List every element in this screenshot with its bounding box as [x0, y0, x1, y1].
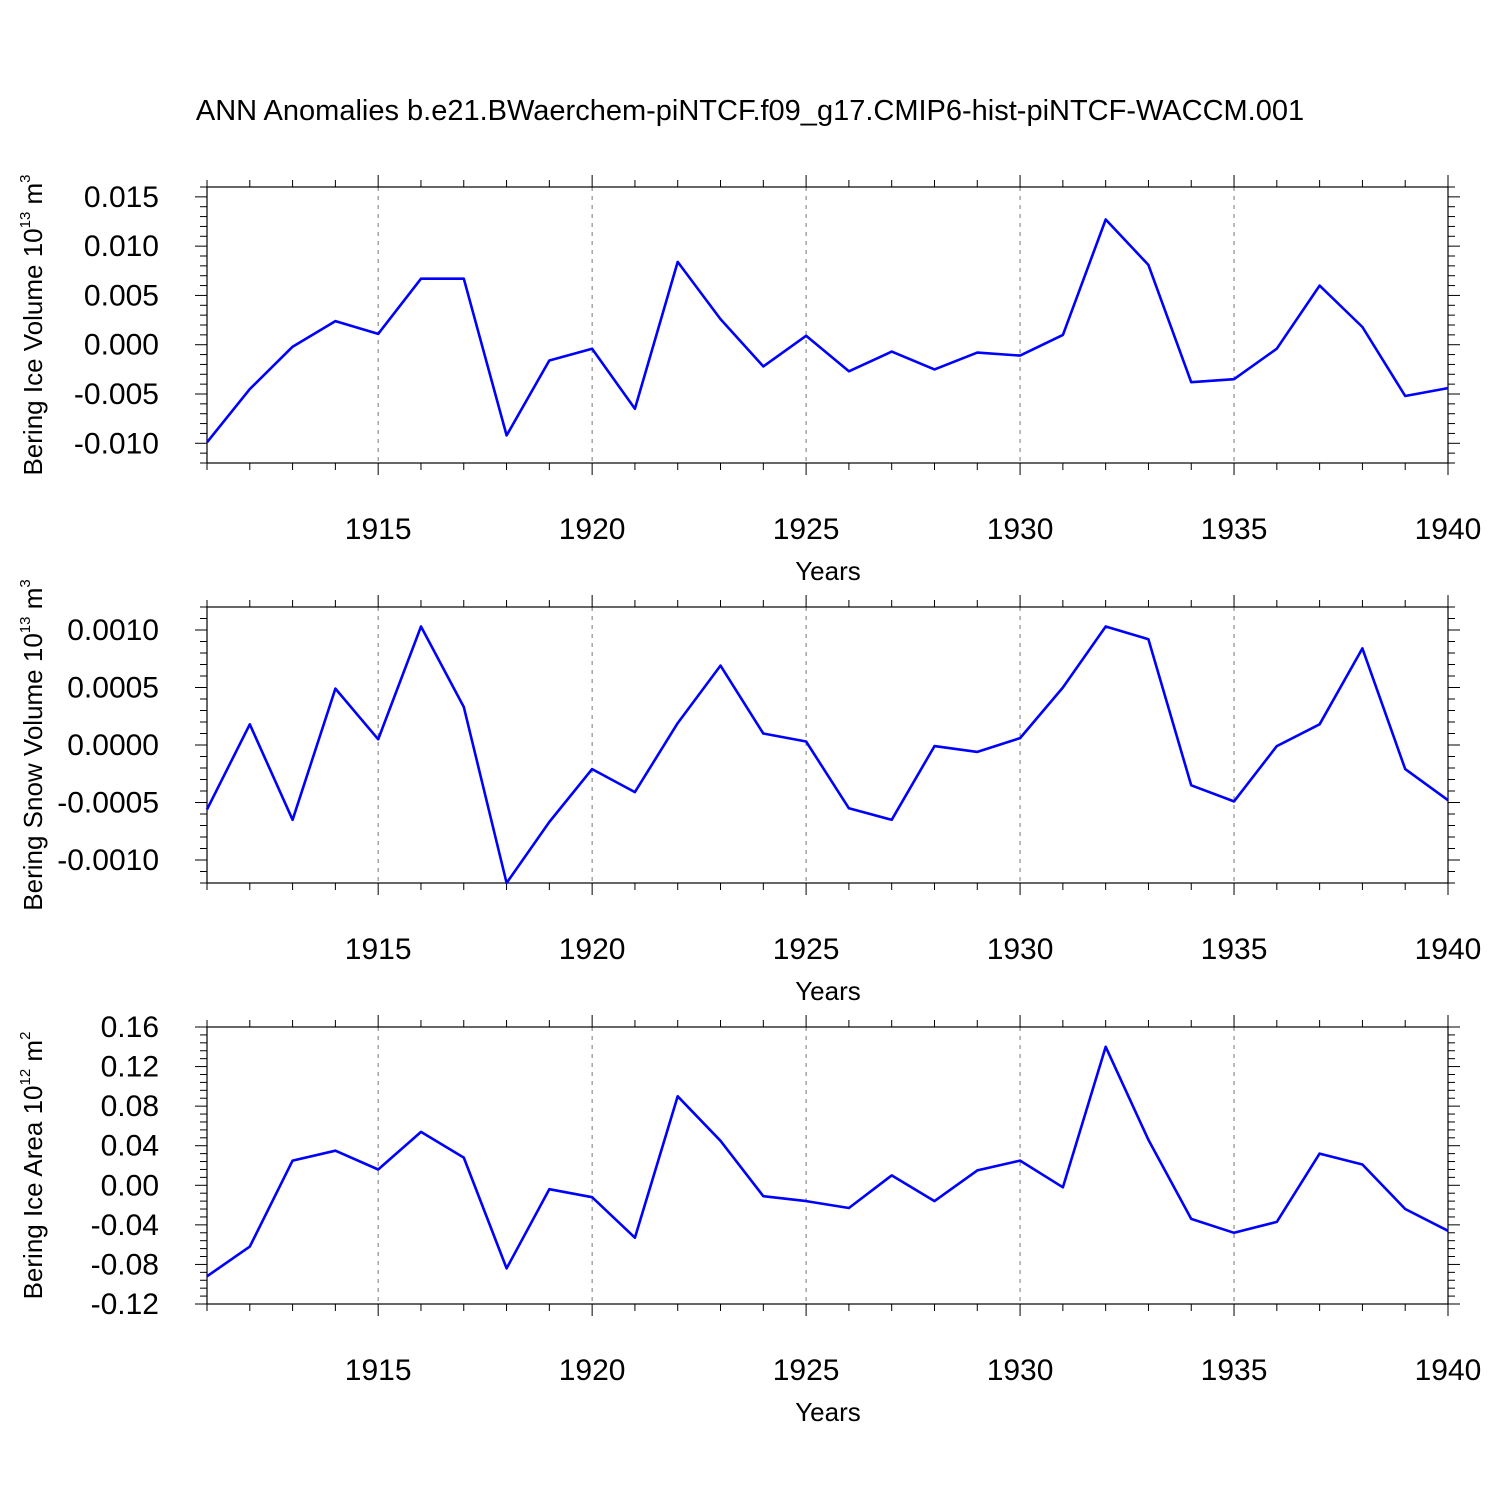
plot-frame: [206, 1026, 1449, 1305]
x-tick-label: 1930: [987, 1354, 1054, 1387]
x-tick-label: 1925: [773, 513, 840, 546]
series-line: [205, 218, 1449, 444]
y-tick-label: 0.015: [84, 181, 159, 214]
y-tick-label: -0.04: [91, 1209, 159, 1242]
x-tick-label: 1915: [345, 933, 412, 966]
x-tick-label: 1930: [987, 933, 1054, 966]
y-tick-label: 0.000: [84, 329, 159, 362]
y-tick-label: 0.08: [101, 1090, 159, 1123]
chart-panel-1: -0.010 -0.005 0.000 0.005 0.010 0.015 1915 1920…: [17, 174, 1481, 586]
x-tick-label: 1915: [345, 513, 412, 546]
x-tick-label: 1915: [345, 1354, 412, 1387]
y-tick-label: 0.005: [84, 279, 159, 312]
y-tick-label: 0.04: [101, 1130, 159, 1163]
series-line: [206, 1045, 1449, 1278]
y-axis-title: Bering Ice Area 1012 m2: [17, 1032, 48, 1300]
y-axis-title: Bering Snow Volume 1013 m3: [17, 579, 48, 910]
x-tick-label: 1925: [773, 933, 840, 966]
y-tick-label: 0.0005: [67, 672, 159, 705]
y-tick-label: 0.0000: [67, 729, 159, 762]
y-tick-label: -0.005: [74, 378, 159, 411]
figure-title: ANN Anomalies b.e21.BWaerchem-piNTCF.f09…: [195, 95, 1305, 127]
chart-panel-2: -0.0010 -0.0005 0.0000 0.0005 0.0010 1915 1920…: [17, 579, 1481, 1006]
y-tick-label: 0.010: [84, 230, 159, 263]
y-tick-label: 0.16: [101, 1011, 159, 1044]
y-tick-label: 0.12: [101, 1051, 159, 1084]
x-tick-label: 1940: [1415, 513, 1482, 546]
x-axis-title: Years: [795, 976, 861, 1006]
x-tick-label: 1930: [987, 513, 1054, 546]
x-axis-title: Years: [795, 556, 861, 586]
series-line: [205, 625, 1449, 885]
y-tick-label: 0.0010: [67, 614, 159, 647]
x-tick-label: 1935: [1201, 513, 1268, 546]
x-tick-label: 1935: [1201, 1354, 1268, 1387]
y-tick-label: -0.010: [74, 427, 159, 460]
x-tick-label: 1920: [559, 933, 626, 966]
x-tick-label: 1940: [1415, 1354, 1482, 1387]
plot-frame: [206, 186, 1449, 464]
y-tick-label: -0.0010: [57, 844, 159, 877]
y-axis-title: Bering Ice Volume 1013 m3: [17, 174, 48, 475]
y-tick-label: -0.08: [91, 1248, 159, 1281]
y-tick-label: -0.0005: [57, 787, 159, 820]
x-tick-label: 1940: [1415, 933, 1482, 966]
x-tick-label: 1925: [773, 1354, 840, 1387]
y-tick-label: 0.00: [101, 1169, 159, 1202]
chart-panel-3: -0.12 -0.08 -0.04 0.00 0.04 0.08 0.12 0.16 1915 1…: [17, 1011, 1481, 1427]
x-tick-label: 1920: [559, 513, 626, 546]
x-tick-label: 1935: [1201, 933, 1268, 966]
y-tick-label: -0.12: [91, 1288, 159, 1321]
x-axis-title: Years: [795, 1397, 861, 1427]
x-tick-label: 1920: [559, 1354, 626, 1387]
plot-frame: [206, 606, 1449, 884]
